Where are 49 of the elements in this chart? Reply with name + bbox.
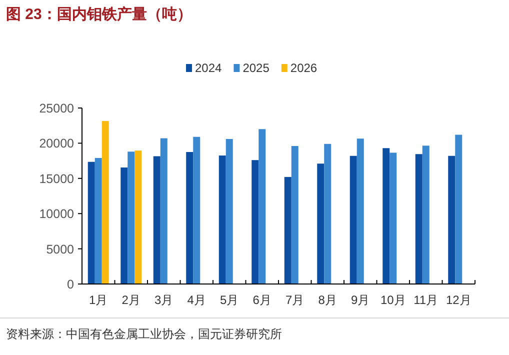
y-tick-label: 0	[67, 278, 74, 292]
x-tick-label: 3月	[154, 293, 174, 307]
text: 资料来源：中国有色金属工业协会，国元证券研究所	[6, 327, 282, 341]
bar	[350, 156, 357, 284]
bar	[415, 154, 422, 284]
y-tick-label: 25000	[39, 102, 74, 116]
bar	[186, 152, 194, 284]
x-tick-label: 10月	[380, 293, 406, 307]
legend-label: 2025	[242, 61, 270, 75]
x-tick-label: 11月	[414, 293, 438, 307]
bar	[128, 152, 135, 284]
bar	[120, 167, 128, 284]
chart-title: 图 23：国内钼铁产量（吨）	[6, 6, 192, 23]
bar	[356, 138, 364, 284]
bar	[153, 156, 160, 284]
x-tick-label: 4月	[187, 293, 206, 307]
bar	[218, 156, 226, 284]
bar	[422, 146, 430, 284]
bar	[455, 134, 462, 284]
bar	[390, 152, 397, 284]
bar	[134, 150, 142, 284]
x-tick-label: 8月	[318, 293, 337, 307]
y-tick-label: 15000	[39, 172, 74, 186]
bar	[226, 138, 233, 284]
legend-label: 2024	[195, 61, 222, 75]
bar	[258, 129, 266, 284]
bar	[317, 164, 324, 284]
x-tick-label: 9月	[351, 293, 370, 307]
y-tick-label: 5000	[46, 242, 74, 256]
x-tick-label: 2月	[122, 293, 140, 307]
bar	[88, 162, 95, 284]
bar	[448, 156, 456, 284]
x-tick-label: 7月	[286, 293, 304, 307]
bar	[382, 148, 390, 284]
x-tick-label: 12月	[446, 293, 472, 307]
y-tick-label: 20000	[39, 136, 74, 151]
bar	[324, 144, 332, 284]
y-tick-label: 10000	[39, 207, 74, 222]
bar	[252, 160, 259, 284]
bar	[102, 121, 109, 284]
x-tick-label: 1月	[89, 293, 108, 307]
bar	[94, 158, 102, 284]
bar	[193, 136, 200, 284]
bar	[284, 176, 292, 284]
x-tick-label: 6月	[252, 293, 272, 307]
bar	[160, 138, 168, 284]
x-tick-label: 5月	[220, 293, 239, 307]
legend-label: 2026	[290, 61, 318, 75]
bar	[291, 146, 298, 284]
